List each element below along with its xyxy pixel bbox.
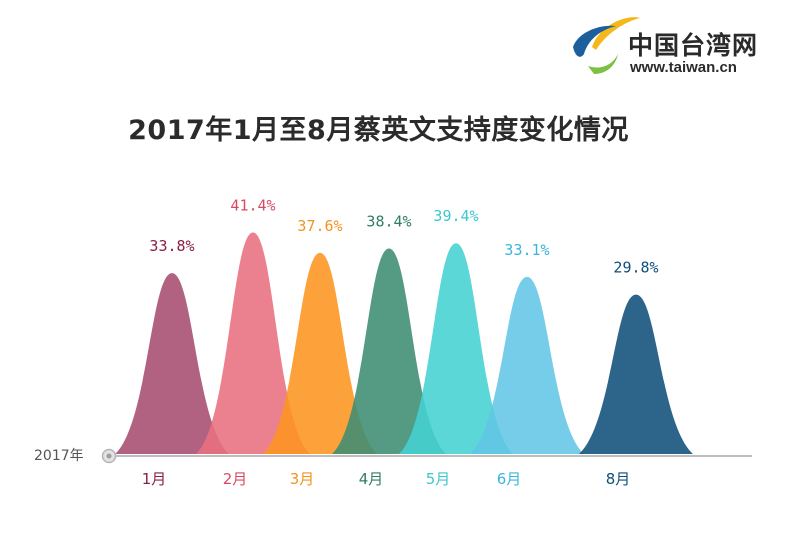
- x-tick-label-5: 5月: [426, 470, 451, 488]
- x-axis-label: 2017年: [34, 448, 84, 464]
- data-label-1: 33.8%: [149, 237, 194, 255]
- x-tick-label-3: 3月: [290, 470, 315, 488]
- peak-7: [579, 294, 693, 454]
- peak-3: [263, 252, 377, 454]
- chart-series: [115, 232, 693, 454]
- data-label-6: 33.1%: [504, 241, 549, 259]
- logo-url[interactable]: www.taiwan.cn: [630, 59, 737, 76]
- data-label-4: 38.4%: [366, 213, 411, 231]
- x-tick-labels: 1月 2月 3月 4月 5月 6月 8月: [142, 470, 631, 488]
- chart-title: 2017年1月至8月蔡英文支持度变化情况: [128, 115, 629, 146]
- taiwan-net-logo-icon: [573, 17, 640, 74]
- logo-name: 中国台湾网: [628, 31, 759, 60]
- x-tick-label-6: 6月: [497, 470, 522, 488]
- x-tick-label-2: 2月: [223, 470, 248, 488]
- peak-4: [332, 248, 446, 454]
- x-tick-label-1: 1月: [142, 470, 167, 488]
- data-label-7: 29.8%: [613, 259, 658, 277]
- x-tick-label-4: 4月: [359, 470, 384, 488]
- data-labels: 33.8% 41.4% 37.6% 38.4% 39.4% 33.1% 29.8%: [149, 197, 658, 277]
- peak-1: [115, 273, 229, 454]
- data-label-2: 41.4%: [230, 197, 275, 215]
- peak-6: [470, 276, 584, 454]
- x-axis: [101, 448, 752, 464]
- data-label-5: 39.4%: [433, 207, 478, 225]
- axis-origin-dot: [106, 453, 112, 459]
- x-tick-label-7: 8月: [606, 470, 631, 488]
- peak-5: [399, 243, 513, 454]
- peak-2: [196, 232, 310, 454]
- data-label-3: 37.6%: [297, 217, 342, 235]
